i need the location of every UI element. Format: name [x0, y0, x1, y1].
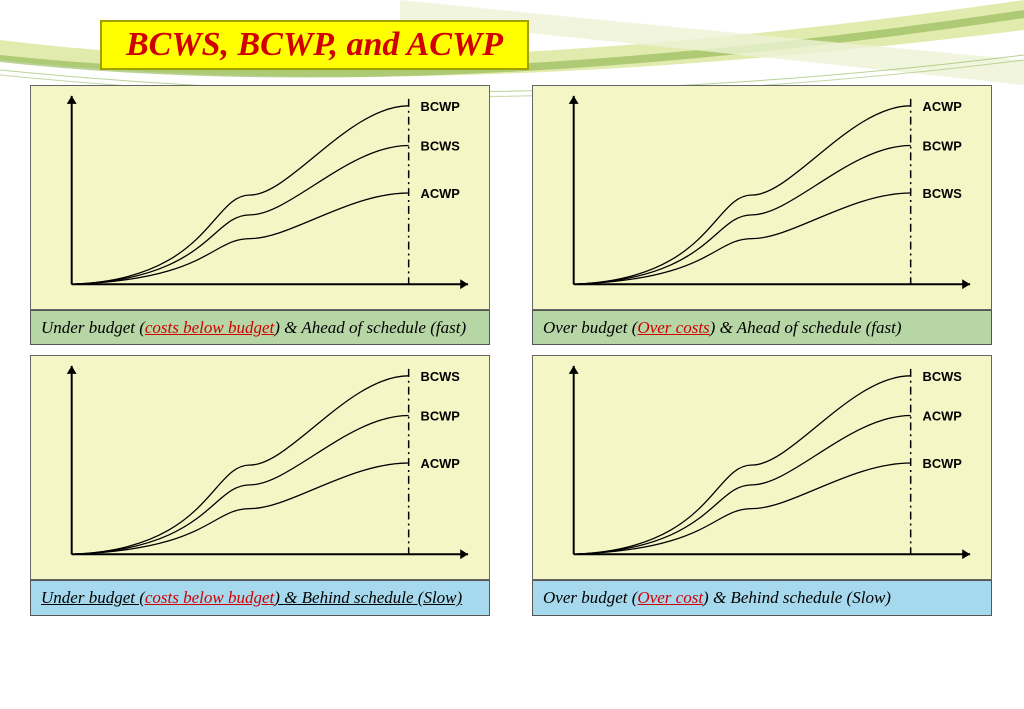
chart-0: BCWP BCWS ACWP — [30, 85, 490, 310]
caption-text: Under budget ( — [41, 318, 145, 337]
caption-text: costs below budget — [145, 588, 274, 607]
panel-1: ACWP BCWP BCWS Over budget (Over costs) & A… — [532, 85, 992, 345]
curve-label-bcws: BCWS — [421, 369, 461, 384]
caption-2: Under budget (costs below budget) & Behi… — [30, 580, 490, 615]
caption-text: Over costs — [637, 318, 709, 337]
caption-text: Over budget ( — [543, 588, 637, 607]
curve-bcwp — [72, 416, 409, 555]
curve-bcws — [72, 145, 409, 284]
curve-bcwp — [72, 106, 409, 284]
curve-label-bcws: BCWS — [923, 369, 963, 384]
panel-0: BCWP BCWS ACWP Under budget (costs below bu… — [30, 85, 490, 345]
curve-label-acwp: ACWP — [421, 186, 461, 201]
panel-3: BCWS ACWP BCWP Over budget (Over cost) & Be… — [532, 355, 992, 615]
panel-2: BCWS BCWP ACWP Under budget (costs below bu… — [30, 355, 490, 615]
caption-3: Over budget (Over cost) & Behind schedul… — [532, 580, 992, 615]
curve-label-acwp: ACWP — [923, 99, 963, 114]
caption-text: ) & Behind schedule (Slow) — [703, 588, 891, 607]
chart-1: ACWP BCWP BCWS — [532, 85, 992, 310]
curve-acwp — [574, 416, 911, 555]
chart-3: BCWS ACWP BCWP — [532, 355, 992, 580]
curve-label-bcws: BCWS — [923, 186, 963, 201]
curve-label-acwp: ACWP — [923, 409, 963, 424]
caption-text: Under budget ( — [41, 588, 145, 607]
curve-bcwp — [574, 463, 911, 554]
curve-bcws — [72, 376, 409, 554]
caption-text: Over budget ( — [543, 318, 637, 337]
curve-label-acwp: ACWP — [421, 456, 461, 471]
curve-bcws — [574, 193, 911, 284]
chart-2: BCWS BCWP ACWP — [30, 355, 490, 580]
curve-bcws — [574, 376, 911, 554]
curve-label-bcwp: BCWP — [421, 99, 461, 114]
caption-text: ) & Ahead of schedule (fast) — [274, 318, 466, 337]
caption-text: ) & Ahead of schedule (fast) — [710, 318, 902, 337]
caption-text: ) & Behind schedule (Slow) — [274, 588, 462, 607]
chart-grid: BCWPBCWSACWPUnder budget (costs below bu… — [30, 85, 994, 616]
caption-0: Under budget (costs below budget) & Ahea… — [30, 310, 490, 345]
caption-text: Over cost — [637, 588, 703, 607]
caption-1: Over budget (Over costs) & Ahead of sche… — [532, 310, 992, 345]
curve-acwp — [72, 193, 409, 284]
curve-label-bcwp: BCWP — [923, 138, 963, 153]
curve-label-bcwp: BCWP — [421, 409, 461, 424]
page-title: BCWS, BCWP, and ACWP — [100, 20, 529, 70]
curve-label-bcwp: BCWP — [923, 456, 963, 471]
caption-text: costs below budget — [145, 318, 274, 337]
curve-acwp — [72, 463, 409, 554]
curve-bcwp — [574, 145, 911, 284]
curve-label-bcws: BCWS — [421, 138, 461, 153]
curve-acwp — [574, 106, 911, 284]
